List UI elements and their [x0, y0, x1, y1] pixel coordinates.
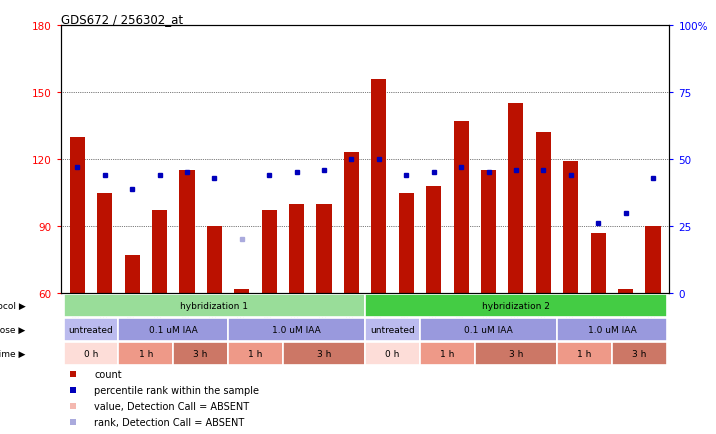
Bar	[118, 318, 228, 341]
Bar	[69, 138, 85, 293]
Bar	[97, 193, 112, 293]
Bar	[618, 289, 633, 293]
Text: 1 h: 1 h	[248, 349, 263, 358]
Text: 3 h: 3 h	[509, 349, 523, 358]
Text: 3 h: 3 h	[193, 349, 208, 358]
Bar	[557, 342, 612, 365]
Bar	[612, 342, 667, 365]
Bar	[64, 318, 118, 341]
Bar	[228, 342, 283, 365]
Text: 0 h: 0 h	[84, 349, 98, 358]
Text: hybridization 2: hybridization 2	[482, 301, 550, 310]
Bar	[453, 122, 469, 293]
Bar	[118, 342, 173, 365]
Text: 3 h: 3 h	[317, 349, 332, 358]
Bar	[399, 193, 414, 293]
Bar	[64, 342, 118, 365]
Bar	[125, 256, 140, 293]
Text: GDS672 / 256302_at: GDS672 / 256302_at	[61, 13, 183, 26]
Bar	[508, 104, 523, 293]
Bar	[420, 318, 557, 341]
Bar	[372, 79, 387, 293]
Bar	[152, 211, 167, 293]
Bar	[289, 204, 304, 293]
Bar	[207, 227, 222, 293]
Bar	[283, 342, 365, 365]
Text: 0.1 uM IAA: 0.1 uM IAA	[149, 325, 198, 334]
Bar	[557, 318, 667, 341]
Text: protocol ▶: protocol ▶	[0, 301, 26, 310]
Bar	[420, 342, 475, 365]
Bar	[316, 204, 332, 293]
Text: 1.0 uM IAA: 1.0 uM IAA	[272, 325, 321, 334]
Bar	[481, 171, 496, 293]
Bar	[344, 153, 359, 293]
Text: untreated: untreated	[370, 325, 415, 334]
Bar	[426, 187, 441, 293]
Bar	[536, 133, 551, 293]
Text: time ▶: time ▶	[0, 349, 26, 358]
Text: 0.1 uM IAA: 0.1 uM IAA	[464, 325, 513, 334]
Text: 0 h: 0 h	[385, 349, 400, 358]
Bar	[645, 227, 661, 293]
Text: rank, Detection Call = ABSENT: rank, Detection Call = ABSENT	[95, 417, 245, 427]
Bar	[180, 171, 195, 293]
Text: 1 h: 1 h	[440, 349, 455, 358]
Text: percentile rank within the sample: percentile rank within the sample	[95, 385, 259, 395]
Bar	[563, 162, 579, 293]
Text: 1 h: 1 h	[139, 349, 153, 358]
Bar	[365, 342, 420, 365]
Bar	[234, 289, 249, 293]
Text: untreated: untreated	[69, 325, 113, 334]
Bar	[228, 318, 365, 341]
Bar	[475, 342, 557, 365]
Text: count: count	[95, 369, 122, 379]
Text: 1.0 uM IAA: 1.0 uM IAA	[588, 325, 637, 334]
Bar	[365, 294, 667, 317]
Text: dose ▶: dose ▶	[0, 325, 26, 334]
Text: 3 h: 3 h	[632, 349, 647, 358]
Text: 1 h: 1 h	[577, 349, 591, 358]
Bar	[173, 342, 228, 365]
Bar	[365, 318, 420, 341]
Text: hybridization 1: hybridization 1	[180, 301, 248, 310]
Bar	[64, 294, 365, 317]
Bar	[261, 211, 277, 293]
Text: value, Detection Call = ABSENT: value, Detection Call = ABSENT	[95, 401, 249, 411]
Bar	[591, 233, 606, 293]
